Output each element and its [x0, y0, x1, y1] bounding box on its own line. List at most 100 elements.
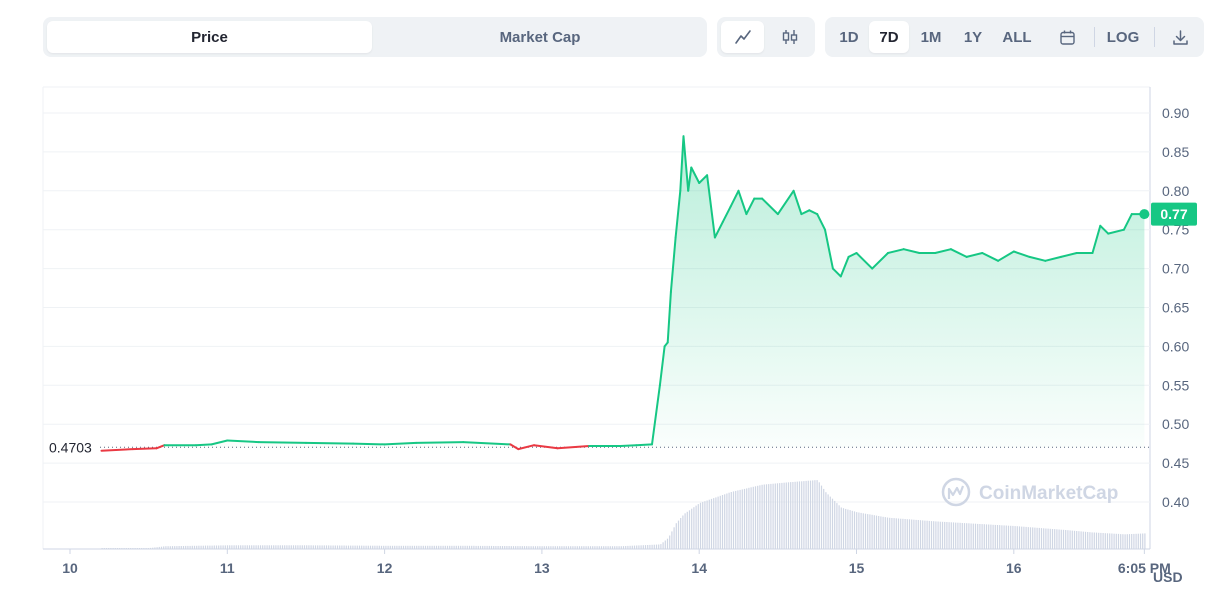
volume-bar: [471, 545, 473, 549]
volume-bar: [193, 545, 196, 549]
price-line-segment: [517, 444, 535, 451]
download-button[interactable]: [1161, 21, 1199, 53]
x-tick-label: 11: [220, 560, 235, 576]
volume-bar: [1089, 532, 1091, 549]
volume-bar: [1023, 526, 1025, 549]
x-tick-label: 13: [534, 560, 550, 576]
volume-bar: [1045, 528, 1047, 549]
volume-bar: [468, 545, 471, 549]
volume-bar: [367, 545, 369, 549]
volume-bar: [680, 518, 682, 549]
tab-market-cap[interactable]: Market Cap: [499, 28, 581, 46]
volume-bar: [226, 545, 229, 549]
tab-price[interactable]: Price: [47, 21, 372, 53]
volume-bar: [572, 546, 574, 549]
volume-bar: [141, 548, 143, 549]
volume-bar: [308, 545, 310, 549]
volume-bar: [178, 546, 180, 549]
volume-bar: [611, 546, 614, 549]
volume-bar: [1047, 528, 1049, 549]
volume-bar: [816, 480, 818, 549]
volume-bar: [264, 545, 266, 549]
volume-bar: [781, 482, 783, 549]
volume-bar: [218, 545, 220, 549]
volume-bar: [1054, 529, 1056, 549]
price-line-segment: [965, 252, 984, 258]
volume-bar: [519, 546, 521, 549]
volume-bar: [1010, 525, 1012, 549]
volume-bar: [383, 545, 385, 549]
volume-bar: [1027, 527, 1029, 549]
volume-bar: [138, 548, 141, 549]
volume-bar: [966, 523, 968, 549]
price-line-segment: [808, 209, 819, 216]
volume-bar: [116, 548, 119, 549]
volume-bar: [849, 510, 851, 549]
line-chart-button[interactable]: [721, 21, 764, 53]
volume-bar: [224, 545, 226, 549]
range-1y-button[interactable]: 1Y: [963, 28, 983, 46]
volume-bar: [618, 546, 620, 549]
volume-bar: [783, 482, 785, 549]
volume-bar: [517, 546, 519, 549]
candlestick-button[interactable]: [768, 21, 811, 53]
price-line-segment: [669, 236, 677, 293]
calendar-button[interactable]: [1049, 21, 1085, 53]
volume-bar: [213, 545, 215, 549]
volume-bar: [391, 545, 394, 549]
volume-bar: [873, 515, 875, 549]
volume-bar: [220, 545, 222, 549]
volume-bar: [867, 514, 869, 549]
volume-bar: [717, 496, 719, 549]
volume-bar: [818, 482, 820, 549]
range-7d-button[interactable]: 7D: [869, 21, 909, 53]
volume-bar: [906, 519, 908, 549]
price-line-segment: [761, 197, 779, 216]
volume-bar: [365, 545, 367, 549]
volume-bar: [275, 545, 277, 549]
price-line-segment: [1091, 224, 1102, 254]
volume-bar: [154, 547, 156, 549]
price-line-segment: [226, 439, 260, 444]
volume-bar: [1025, 526, 1027, 549]
volume-bar: [114, 548, 116, 549]
x-tick-label: 15: [849, 560, 865, 576]
range-all-button[interactable]: ALL: [1002, 28, 1032, 46]
x-axis: 10 11 12 13 14 15 16 6:05 PM: [62, 549, 1171, 576]
x-tick-label: 14: [691, 560, 707, 576]
volume-bar: [1007, 525, 1010, 549]
volume-bar: [851, 510, 853, 549]
volume-bar: [761, 484, 763, 549]
volume-bar: [926, 520, 928, 549]
volume-bar: [303, 545, 306, 549]
volume-bar: [292, 545, 295, 549]
range-1d-button[interactable]: 1D: [839, 28, 859, 46]
volume-bar: [457, 545, 460, 549]
volume-bar: [831, 498, 834, 549]
volume-bar: [506, 546, 508, 549]
volume-bar: [719, 495, 721, 549]
coinmarketcap-logo-icon: [941, 477, 971, 507]
volume-bar: [897, 518, 900, 549]
range-1m-button[interactable]: 1M: [920, 28, 942, 46]
volume-bar: [215, 545, 218, 549]
current-price-label: 0.77: [1160, 206, 1187, 222]
volume-bar: [160, 546, 163, 549]
volume-bar: [728, 492, 730, 549]
volume-bar: [666, 538, 669, 549]
y-tick-label: 0.50: [1162, 416, 1189, 432]
volume-bar: [952, 522, 955, 549]
volume-bar: [1135, 533, 1137, 549]
log-scale-button[interactable]: LOG: [1106, 28, 1140, 46]
volume-bar: [917, 520, 919, 549]
volume-bar: [112, 548, 114, 549]
volume-bar: [1137, 533, 1139, 549]
volume-bar: [587, 546, 589, 549]
volume-bar: [1139, 533, 1142, 549]
volume-bar: [941, 521, 944, 549]
volume-bar: [1060, 529, 1062, 549]
volume-bar: [607, 546, 609, 549]
volume-bar: [622, 546, 625, 549]
volume-bar: [488, 545, 490, 549]
